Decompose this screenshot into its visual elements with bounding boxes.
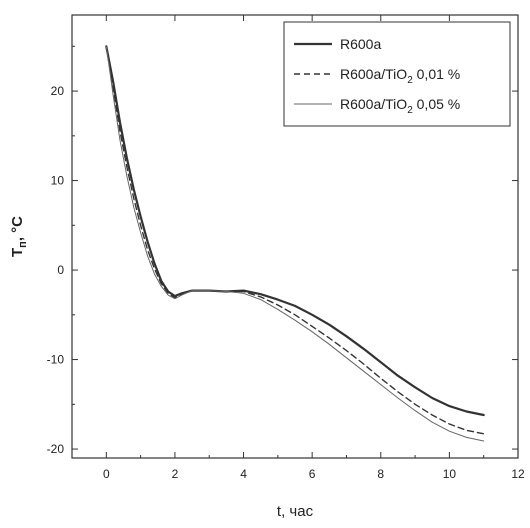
y-tick-label: -10 — [47, 353, 65, 367]
x-tick-label: 4 — [240, 467, 247, 481]
axes: 0 2 4 6 8 10 12 -20 -10 0 10 20 — [47, 15, 525, 481]
x-tick-label: 10 — [443, 467, 457, 481]
legend: R600a R600a/TiO2 0,01 % R600a/TiO2 0,05 % — [283, 21, 511, 127]
series-lines — [105, 45, 485, 442]
legend-label-2: R600a/TiO2 0,01 % — [340, 66, 460, 86]
legend-box — [283, 21, 511, 127]
x-tick-label: 12 — [511, 467, 525, 481]
x-axis-label: t, час — [277, 503, 314, 520]
legend-label-3: R600a/TiO2 0,05 % — [340, 96, 460, 116]
y-tick-label: 0 — [57, 263, 64, 277]
plot-area — [71, 14, 519, 459]
y-tick-label: 20 — [51, 84, 65, 98]
y-tick-label: 10 — [51, 174, 65, 188]
x-tick-label: 8 — [377, 467, 384, 481]
legend-label-1: R600a — [340, 36, 381, 52]
axis-labels: t, час Tп, °C — [9, 216, 314, 520]
x-tick-label: 2 — [172, 467, 179, 481]
x-tick-label: 6 — [309, 467, 316, 481]
series-line-2 — [105, 45, 485, 435]
y-axis-label: Tп, °C — [9, 216, 29, 257]
y-tick-label: -20 — [47, 442, 65, 456]
x-tick-label: 0 — [103, 467, 110, 481]
plot-frame — [71, 14, 519, 459]
series-line-3 — [105, 45, 485, 442]
